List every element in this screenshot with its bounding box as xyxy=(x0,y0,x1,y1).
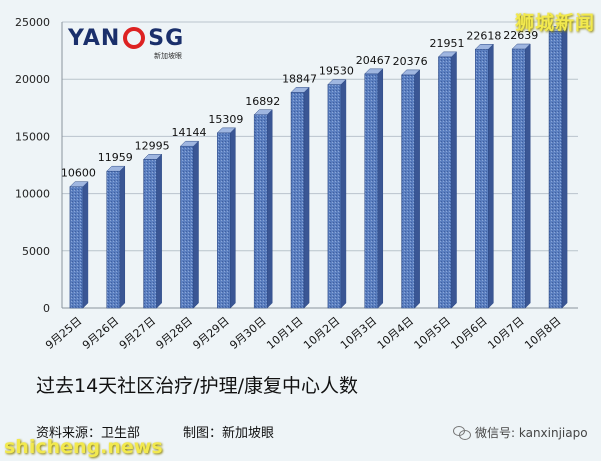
site-watermark: shicheng.news xyxy=(4,436,163,458)
bar xyxy=(106,170,121,309)
chart-subtitle: 过去14天社区治疗/护理/康复中心人数 xyxy=(36,375,358,397)
bar-top xyxy=(548,26,568,32)
bar-side xyxy=(82,181,89,309)
bar-top xyxy=(106,165,126,172)
bar xyxy=(290,92,305,309)
y-tick-label: 10000 xyxy=(15,188,50,201)
bar xyxy=(327,84,342,309)
x-tick-label: 10月5日 xyxy=(412,314,453,352)
bar-side xyxy=(119,165,126,309)
data-label: 22639 xyxy=(503,29,538,42)
bar-side xyxy=(303,86,310,309)
bar-side xyxy=(451,51,457,309)
x-tick-label: 10月4日 xyxy=(375,314,416,352)
x-tick-label: 9月29日 xyxy=(190,314,231,352)
bar-side xyxy=(561,25,568,309)
bar-side xyxy=(340,78,347,309)
bar-top xyxy=(253,109,273,116)
wechat-id: 微信号: kanxinjiapo xyxy=(453,424,588,441)
data-label: 11959 xyxy=(98,151,133,164)
bar-side xyxy=(414,69,420,309)
y-tick-label: 15000 xyxy=(15,130,50,143)
data-label: 22618 xyxy=(466,29,501,42)
bar xyxy=(180,145,194,309)
data-label: 12995 xyxy=(135,139,170,152)
wechat-id-text: 微信号: kanxinjiapo xyxy=(475,426,588,440)
bar xyxy=(253,114,268,309)
y-tick-label: 0 xyxy=(43,302,50,315)
y-tick-label: 25000 xyxy=(15,16,50,29)
bar-top xyxy=(401,69,421,76)
bar xyxy=(69,186,84,309)
data-label: 14144 xyxy=(172,126,207,139)
data-label: 15309 xyxy=(208,113,243,126)
bar-side xyxy=(488,43,494,309)
bar-top xyxy=(143,154,163,160)
bar-top xyxy=(511,43,531,50)
x-tick-label: 9月30日 xyxy=(227,314,268,352)
data-label: 10600 xyxy=(61,167,96,180)
bar-top xyxy=(364,68,384,75)
x-tick-label: 9月26日 xyxy=(80,314,121,352)
data-label: 16892 xyxy=(245,95,280,108)
y-tick-label: 20000 xyxy=(15,73,50,86)
data-label: 20376 xyxy=(393,55,428,68)
logo-eye-icon xyxy=(123,26,146,49)
bar-top xyxy=(437,51,458,58)
x-tick-label: 10月3日 xyxy=(338,314,379,352)
bar xyxy=(143,159,157,309)
bar xyxy=(217,132,231,309)
logo-subtext: 新加坡眼 xyxy=(154,52,182,60)
x-tick-label: 10月1日 xyxy=(264,314,305,352)
logo-text-right: SG xyxy=(148,26,185,51)
bar-top xyxy=(179,140,200,147)
data-label: 21951 xyxy=(430,37,465,50)
bar xyxy=(401,74,415,309)
bar-side xyxy=(266,109,273,309)
bar xyxy=(548,31,563,309)
chart-credit: 制图：新加坡眼 xyxy=(183,426,275,441)
bar-top xyxy=(216,127,236,134)
wechat-icon xyxy=(453,425,471,440)
bar-top xyxy=(290,87,310,93)
brand-logo: YAN SG 新加坡眼 xyxy=(68,26,185,60)
watermark-shicheng: 狮城新闻 xyxy=(514,12,595,34)
bar-side xyxy=(156,153,162,309)
bar xyxy=(511,48,526,309)
x-tick-label: 10月2日 xyxy=(301,314,342,352)
x-tick-label: 9月28日 xyxy=(154,314,195,352)
bar xyxy=(475,48,489,309)
bar xyxy=(438,56,452,309)
bar-top xyxy=(474,44,494,50)
bar-side xyxy=(193,140,199,309)
x-tick-label: 9月27日 xyxy=(117,314,158,352)
y-tick-label: 5000 xyxy=(22,245,50,258)
bar-side xyxy=(230,127,236,309)
bar-top xyxy=(69,181,89,187)
bar-side xyxy=(524,43,531,309)
data-label: 18847 xyxy=(282,72,317,85)
x-tick-label: 10月8日 xyxy=(522,314,563,352)
x-tick-label: 10月7日 xyxy=(485,314,526,352)
data-source: 资料来源：卫生部 xyxy=(36,426,141,441)
logo-text-left: YAN xyxy=(68,26,121,51)
bar-top xyxy=(327,79,347,85)
data-label: 20467 xyxy=(356,54,391,67)
bar xyxy=(364,73,379,309)
x-tick-label: 9月25日 xyxy=(43,314,84,352)
data-label: 19530 xyxy=(319,65,354,78)
bar-side xyxy=(377,68,384,309)
x-tick-label: 10月6日 xyxy=(448,314,489,352)
